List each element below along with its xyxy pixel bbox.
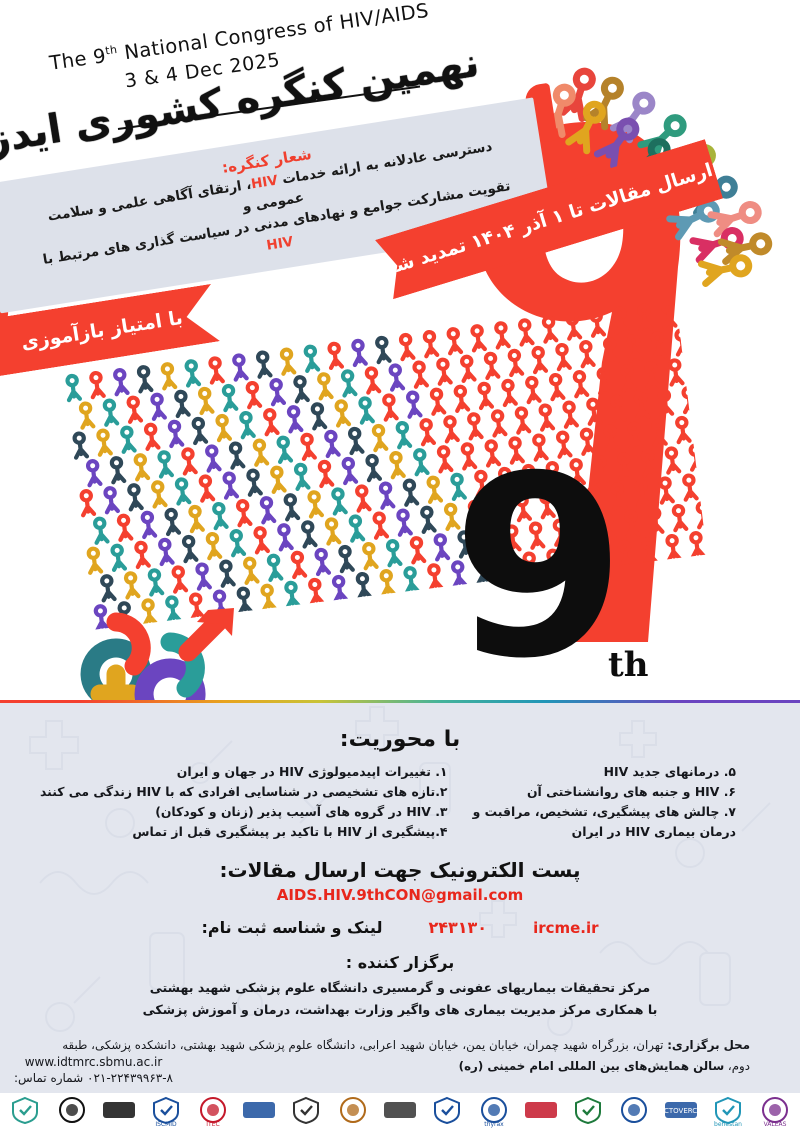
sponsor-logo-ministry-health: [613, 1097, 655, 1127]
sponsor-logo-iscmid-logo: ISCMID: [145, 1096, 187, 1128]
registration-row: ircme.ir ۲۴۳۱۳۰ لینک و شناسه ثبت نام:: [16, 918, 784, 937]
contact-phone-number: ۰۲۱-۲۲۴۳۹۹۶۳-۸: [87, 1071, 174, 1085]
topic-item: ۶. HIV و جنبه های روانشناختی آن: [526, 784, 736, 800]
topics-right-column: ۱. تغییرات اپیدمیولوژی HIV در جهان و ایر…: [40, 762, 448, 842]
sponsor-logo-itec-logo: ITEC: [192, 1097, 234, 1128]
sponsor-logo-medical-university-seal: [567, 1096, 609, 1127]
sponsor-logo-valeas-pharma: VALEAS: [754, 1097, 796, 1128]
rainbow-divider: [0, 700, 800, 703]
svg-text:behestan: behestan: [714, 1121, 742, 1128]
retraining-credit-text: با امتیاز بازآموزی: [19, 306, 185, 355]
sponsor-logo-black-seal-2: [51, 1097, 93, 1127]
topic-item: ۷. چالش های پیشگیری، تشخیص، مراقبت و درم…: [472, 804, 736, 840]
registration-label: لینک و شناسه ثبت نام:: [201, 918, 383, 938]
venue-address: تهران، بزرگراه شهید چمران، خیابان یمن، خ…: [62, 1038, 750, 1074]
poster-top-section: The 9th National Congress of HIV/AIDS 3 …: [0, 0, 773, 700]
people-grid-illustration: [65, 300, 708, 631]
english-title-prefix: The 9: [48, 44, 108, 75]
svg-text:VALEAS: VALEAS: [764, 1121, 787, 1128]
svg-text:thyrax: thyrax: [484, 1121, 504, 1128]
nine-ordinal-suffix: th: [608, 645, 649, 685]
email-section-title: پست الکترونیک جهت ارسال مقالات:: [219, 858, 581, 883]
sponsor-logo-iranian-research-org: [520, 1097, 562, 1127]
sponsor-logo-society-seal-1: [332, 1097, 374, 1127]
svg-text:ISCMID: ISCMID: [155, 1121, 177, 1128]
topic-item: ۱. تغییرات اپیدمیولوژی HIV در جهان و ایر…: [176, 764, 448, 779]
contact-website[interactable]: www.idtmrc.sbmu.ac.ir: [24, 1055, 163, 1069]
topic-item: ۴.پیشگیری از HIV با تاکید بر پیشگیری قبل…: [132, 824, 448, 840]
organizer-line-1: مرکز تحقیقات بیماریهای عفونی و گرمسیری د…: [149, 980, 651, 996]
sponsor-logo-triangle-emblem: [238, 1097, 280, 1127]
topic-item: ۳. HIV در گروه های آسیب پذیر (زنان و کود…: [155, 804, 448, 820]
sponsor-logo-university-crest-1: [426, 1096, 468, 1127]
svg-text:ITEC: ITEC: [206, 1121, 219, 1128]
sponsor-logo-green-leaf-logo: [4, 1096, 46, 1127]
slogan-line2-highlight: HIV: [265, 233, 295, 254]
contact-phone-label: شماره تماس:: [14, 1071, 84, 1085]
sponsor-logo-thyrax-pharma: thyrax: [473, 1097, 515, 1128]
topics-columns: ۵. درمانهای جدید HIV ۶. HIV و جنبه های ر…: [16, 762, 784, 842]
organizer-line-2: با همکاری مرکز مدیریت بیماری های واگیر و…: [142, 1002, 658, 1018]
medical-doodle-background: [29, 706, 771, 1036]
topic-item: ۲.تازه های تشخیصی در شناسایی افرادی که ب…: [40, 784, 448, 800]
venue-block: محل برگزاری: تهران، بزرگراه شهید چمران، …: [50, 1035, 750, 1076]
venue-hall: سالن همایش‌های بین المللی امام خمینی (ره…: [458, 1059, 725, 1074]
sponsor-logo-actoverco: ACTOVERCO: [660, 1097, 702, 1127]
bottom-content: با محوریت: ۵. درمانهای جدید HIV ۶. HIV و…: [0, 703, 800, 1077]
topics-left-column: ۵. درمانهای جدید HIV ۶. HIV و جنبه های ر…: [466, 762, 761, 842]
topic-item: ۵. درمانهای جدید HIV: [603, 764, 736, 779]
sponsor-logo-black-seal-1: [98, 1097, 140, 1127]
contact-block: www.idtmrc.sbmu.ac.ir ۰۲۱-۲۲۴۳۹۹۶۳-۸ شما…: [14, 1055, 173, 1085]
gender-symbols-icon: [80, 608, 234, 700]
contact-phone-line: ۰۲۱-۲۲۴۳۹۹۶۳-۸ شماره تماس:: [14, 1071, 173, 1085]
venue-label: محل برگزاری:: [667, 1038, 750, 1053]
organizer-title: برگزار کننده :: [345, 953, 455, 973]
registration-id: ۲۴۳۱۳۰: [428, 918, 488, 938]
svg-text:ACTOVERCO: ACTOVERCO: [660, 1107, 702, 1115]
sponsor-logo-strip: VALEAS behestan ACTOVERCO thyrax ITEC ISCMID: [0, 1093, 800, 1131]
registration-link[interactable]: ircme.ir: [533, 919, 599, 938]
sponsor-logo-society-seal-2: [285, 1096, 327, 1127]
slogan-line1-highlight: HIV: [249, 172, 279, 193]
big-nine-numeral: 9: [452, 422, 626, 700]
sponsor-logo-university-crest-2: [379, 1097, 421, 1127]
submission-email-address[interactable]: AIDS.HIV.9thCON@gmail.com: [276, 886, 524, 905]
topics-title: با محوریت:: [339, 727, 461, 752]
sponsor-logo-behestan-darou: behestan: [707, 1096, 749, 1128]
poster-bottom-section: با محوریت: ۵. درمانهای جدید HIV ۶. HIV و…: [0, 703, 800, 1093]
